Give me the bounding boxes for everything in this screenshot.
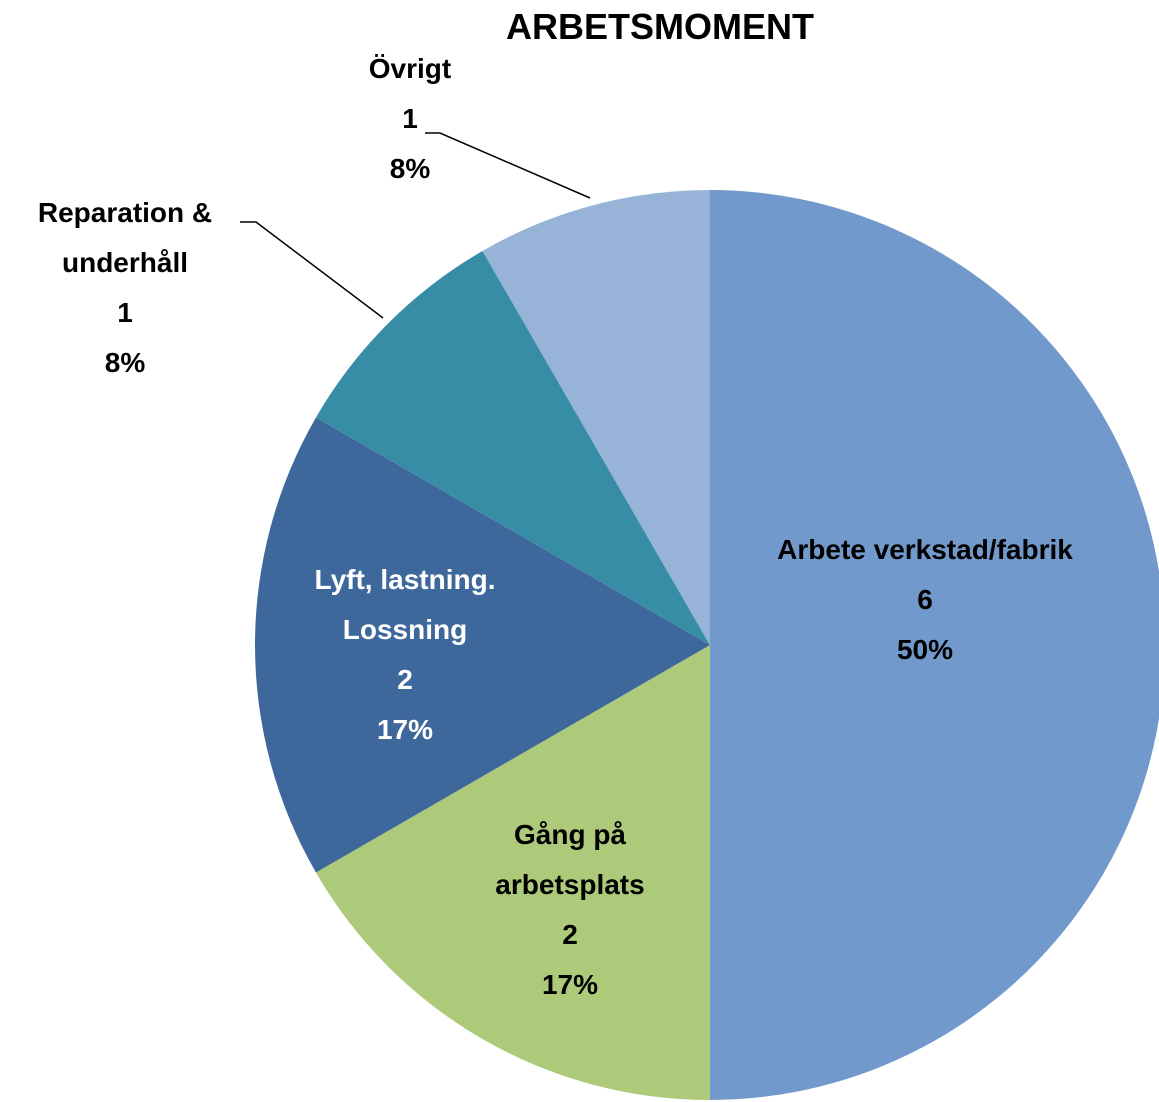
label-value: 1 [402, 103, 418, 134]
label-category: Övrigt [368, 53, 452, 84]
label-percent: 8% [104, 347, 146, 378]
pie-slice [255, 417, 710, 873]
pie-slice [710, 190, 1159, 1100]
label-category: Arbete verkstad/fabrik [777, 534, 1073, 565]
chart-title: ARBETSMOMENT [506, 6, 814, 47]
label-percent: 8% [389, 153, 431, 184]
data-label: Reparation & underhåll 1 8% [0, 188, 260, 388]
label-category: Gång på arbetsplats [495, 819, 645, 900]
label-percent: 50% [896, 634, 954, 665]
label-value: 6 [917, 584, 933, 615]
label-category: Reparation & underhåll [37, 197, 213, 278]
data-label: Gång på arbetsplats 2 17% [460, 810, 680, 1010]
label-value: 1 [117, 297, 133, 328]
label-value: 2 [562, 919, 578, 950]
data-label: Arbete verkstad/fabrik 6 50% [760, 525, 1090, 675]
data-label: Lyft, lastning. Lossning 2 17% [265, 555, 545, 755]
label-category: Lyft, lastning. Lossning [314, 564, 496, 645]
leader-line [425, 132, 591, 199]
data-label: Övrigt 1 8% [310, 44, 510, 194]
pie-slice [315, 645, 710, 1100]
leader-line [240, 221, 384, 319]
label-value: 2 [397, 664, 413, 695]
pie-slice [315, 250, 710, 645]
label-percent: 17% [376, 714, 434, 745]
pie-slice [482, 190, 710, 645]
label-percent: 17% [541, 969, 599, 1000]
